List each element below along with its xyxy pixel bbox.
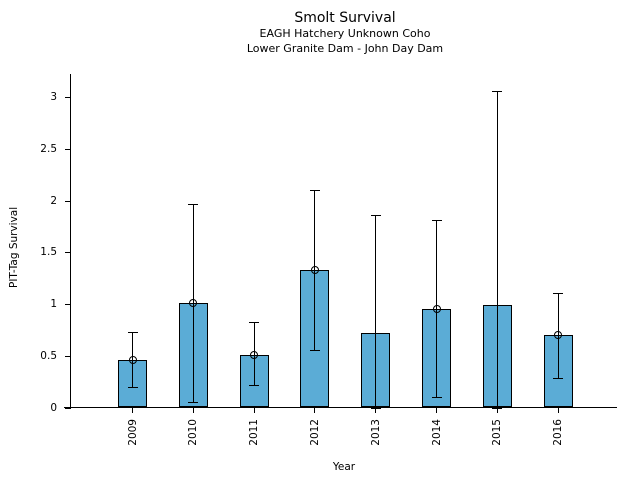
error-cap-high-2014 bbox=[431, 220, 442, 222]
y-tick-2 bbox=[65, 201, 70, 202]
y-tick-0 bbox=[65, 408, 70, 409]
x-tick-2012 bbox=[314, 408, 315, 413]
x-tick-label-2016: 2016 bbox=[552, 419, 565, 446]
error-cap-high-2012 bbox=[309, 190, 320, 192]
point-marker-2012 bbox=[310, 265, 319, 274]
y-tick-2.5 bbox=[65, 149, 70, 150]
point-marker-2014 bbox=[432, 305, 441, 314]
x-tick-2013 bbox=[375, 408, 376, 413]
x-tick-label-2015: 2015 bbox=[491, 419, 504, 446]
y-tick-label-3: 3 bbox=[50, 91, 57, 103]
x-tick-2016 bbox=[558, 408, 559, 413]
chart-title: Smolt Survival bbox=[294, 10, 396, 26]
error-cap-high-2010 bbox=[188, 203, 199, 205]
x-tick-label-2014: 2014 bbox=[430, 419, 443, 446]
y-tick-1 bbox=[65, 304, 70, 305]
error-cap-low-2010 bbox=[188, 402, 199, 404]
point-marker-2010 bbox=[189, 299, 198, 308]
x-axis-line bbox=[64, 407, 617, 408]
error-bar-2015 bbox=[496, 91, 498, 408]
point-marker-2009 bbox=[128, 355, 137, 364]
chart-subtitle-line-1: EAGH Hatchery Unknown Coho bbox=[259, 27, 431, 40]
x-tick-label-2009: 2009 bbox=[126, 419, 139, 446]
x-tick-2015 bbox=[497, 408, 498, 413]
error-cap-low-2012 bbox=[309, 349, 320, 351]
y-tick-label-2: 2 bbox=[50, 195, 57, 207]
error-cap-high-2009 bbox=[127, 332, 138, 333]
error-cap-low-2011 bbox=[249, 384, 260, 386]
chart-subtitle-line-2: Lower Granite Dam - John Day Dam bbox=[246, 41, 444, 55]
x-tick-2009 bbox=[132, 408, 133, 413]
y-tick-1.5 bbox=[65, 252, 70, 253]
x-tick-label-2013: 2013 bbox=[369, 419, 382, 446]
error-bar-2013 bbox=[375, 215, 377, 408]
y-tick-label-1.5: 1.5 bbox=[40, 246, 57, 258]
y-tick-label-2.5: 2.5 bbox=[40, 143, 57, 155]
point-marker-2011 bbox=[250, 350, 259, 359]
y-tick-3 bbox=[65, 97, 70, 98]
y-tick-label-0.5: 0.5 bbox=[40, 350, 57, 362]
x-tick-label-2011: 2011 bbox=[248, 419, 261, 446]
error-cap-high-2013 bbox=[370, 215, 381, 217]
point-marker-2016 bbox=[554, 331, 563, 340]
y-tick-label-0: 0 bbox=[50, 402, 57, 414]
y-tick-label-1: 1 bbox=[50, 298, 57, 310]
x-tick-label-2010: 2010 bbox=[187, 419, 200, 446]
x-tick-label-2012: 2012 bbox=[308, 419, 321, 446]
error-cap-low-2014 bbox=[431, 397, 442, 399]
title-block: Smolt Survival EAGH Hatchery Unknown Coh… bbox=[73, 10, 617, 56]
error-cap-high-2016 bbox=[553, 292, 564, 294]
error-cap-low-2009 bbox=[127, 386, 138, 388]
x-axis-label: Year bbox=[332, 461, 356, 473]
x-tick-2014 bbox=[436, 408, 437, 413]
x-tick-2011 bbox=[254, 408, 255, 413]
y-axis-line bbox=[70, 73, 71, 409]
y-tick-0.5 bbox=[65, 356, 70, 357]
error-cap-high-2015 bbox=[492, 91, 503, 93]
error-cap-low-2016 bbox=[553, 377, 564, 379]
error-cap-high-2011 bbox=[249, 321, 260, 323]
x-tick-2010 bbox=[193, 408, 194, 413]
